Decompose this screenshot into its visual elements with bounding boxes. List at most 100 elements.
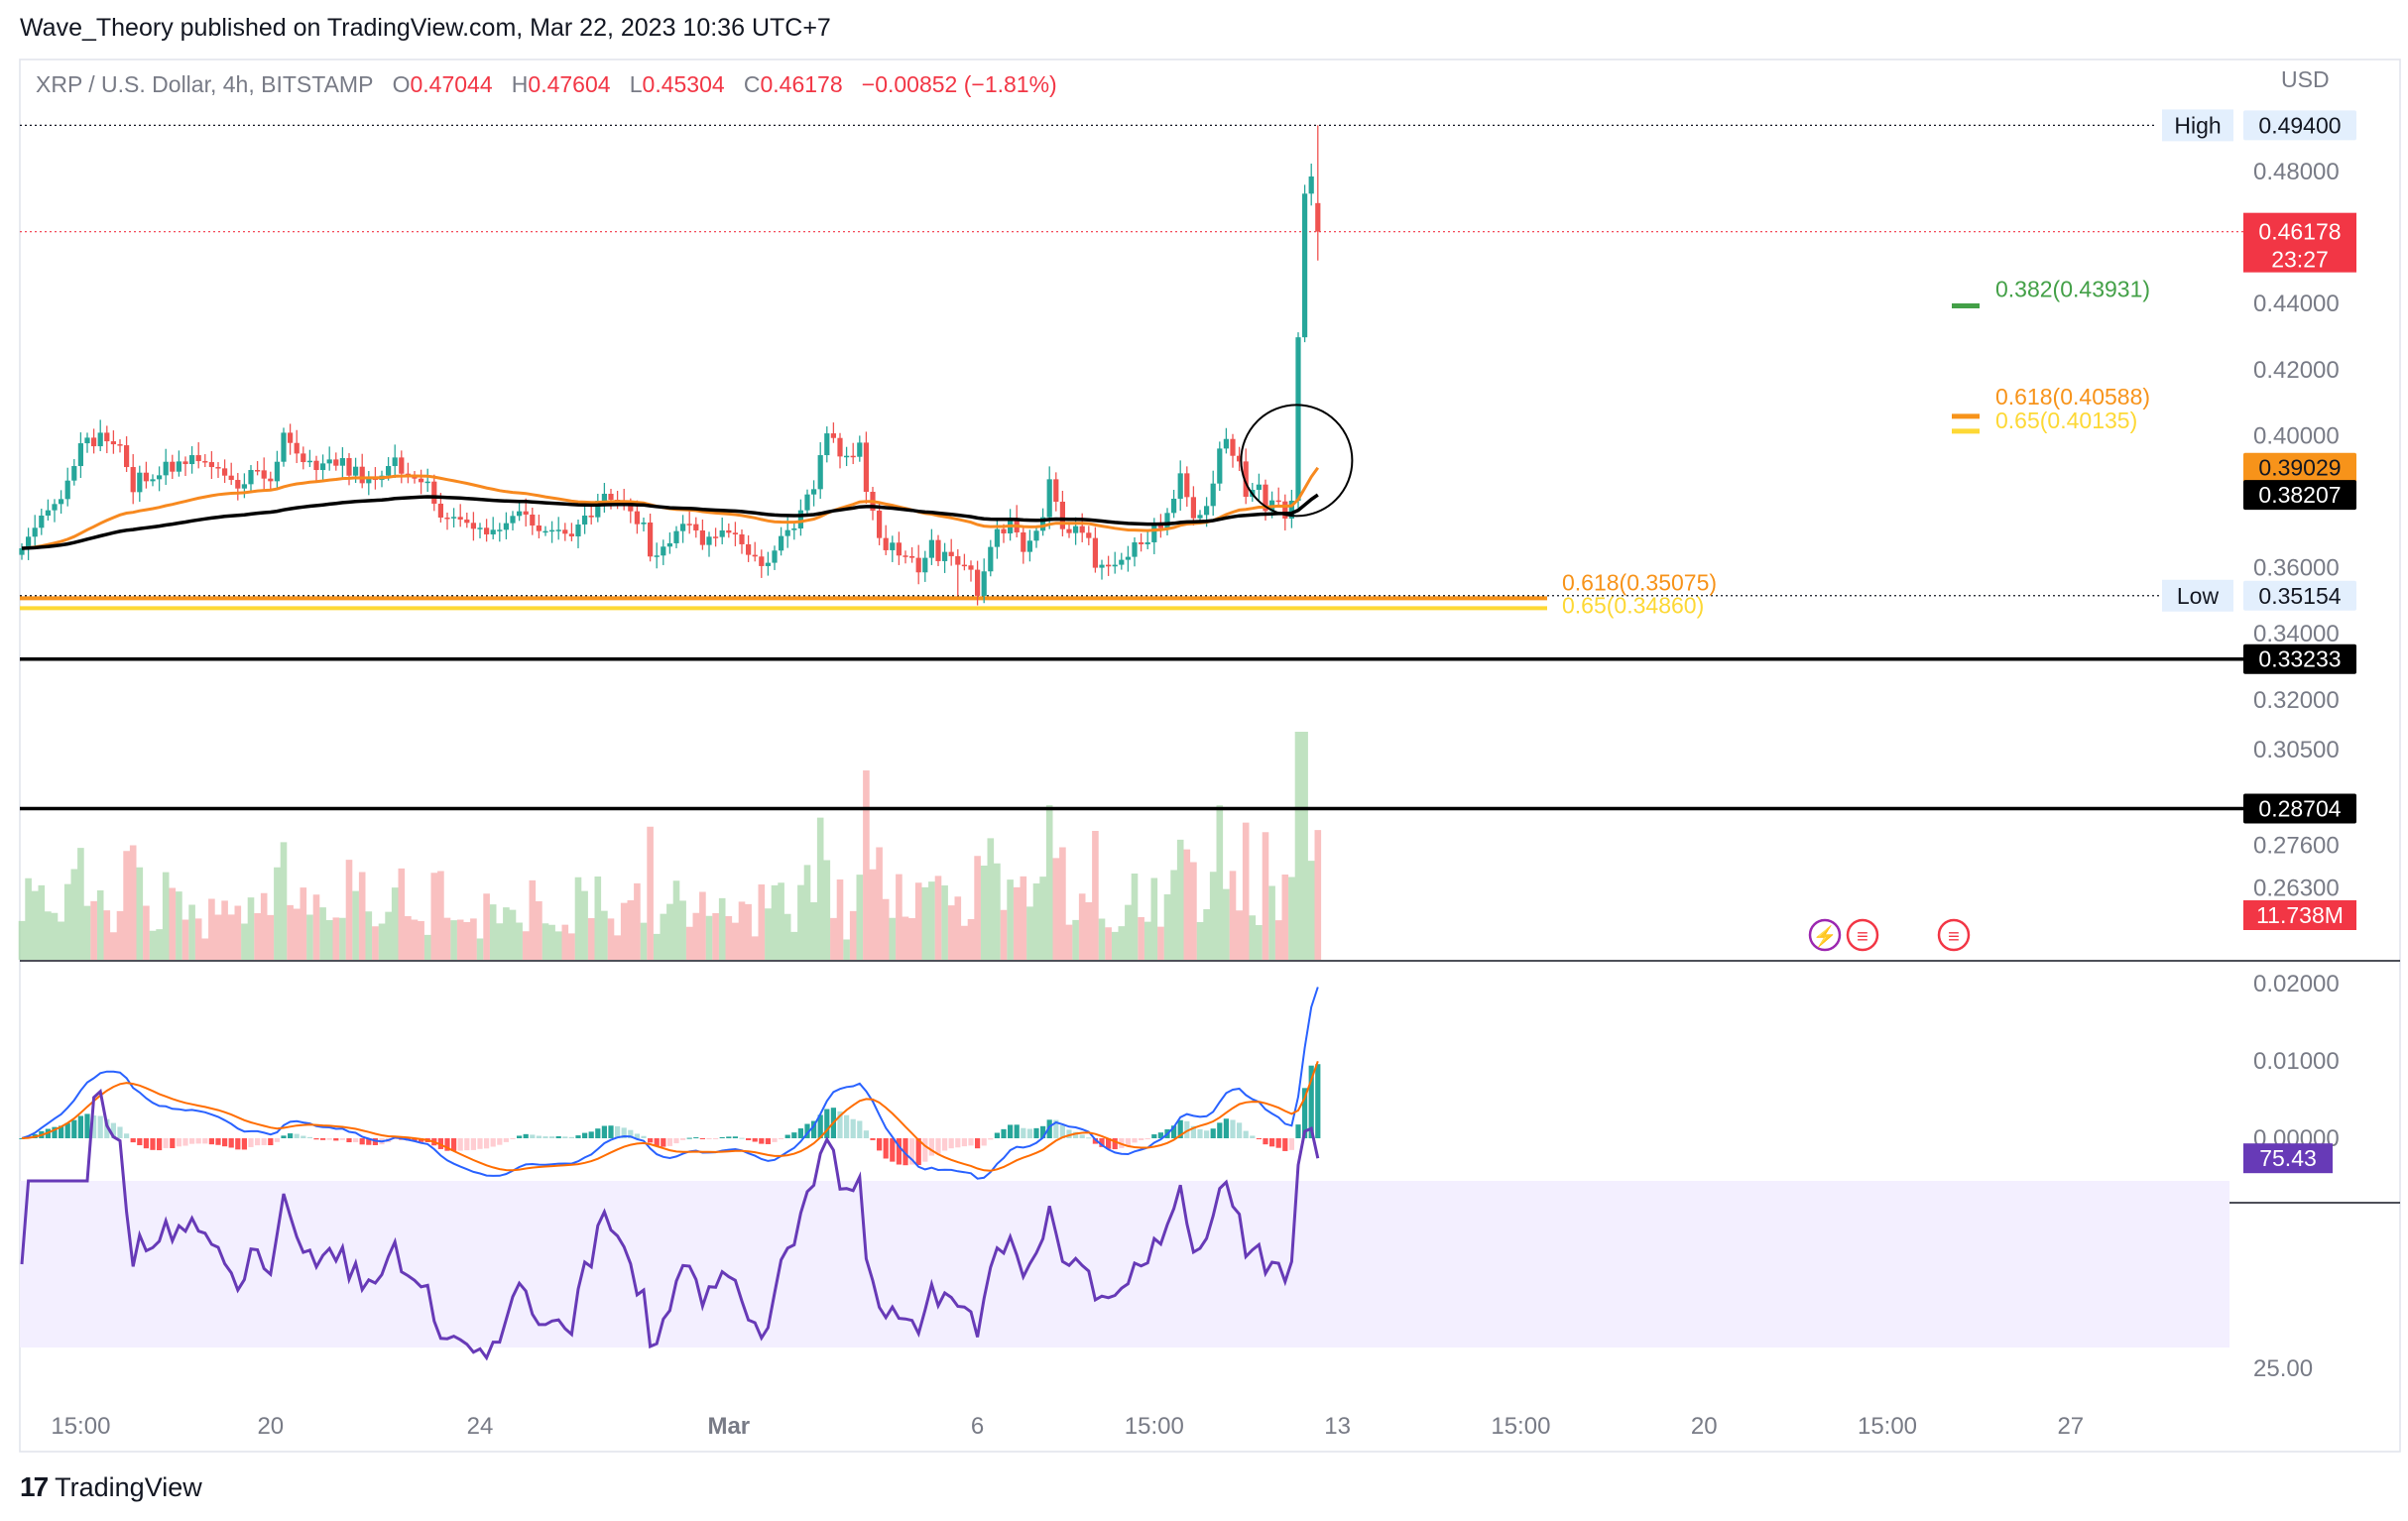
time-axis-tick: 15:00 xyxy=(1491,1413,1550,1440)
macd-histogram-bar xyxy=(523,1133,529,1138)
candle-body xyxy=(444,517,450,520)
ema-black-line xyxy=(21,493,1319,550)
candle-body xyxy=(935,539,941,561)
candle-body xyxy=(994,528,1000,547)
candle-body xyxy=(366,478,372,484)
macd-histogram-bar xyxy=(320,1138,326,1140)
candle-body xyxy=(490,529,496,534)
candle-body xyxy=(955,555,961,565)
candle-body xyxy=(59,499,64,505)
macd-histogram-bar xyxy=(693,1137,699,1139)
symbol-title[interactable]: XRP / U.S. Dollar, 4h, BITSTAMP xyxy=(36,71,374,97)
candle-body xyxy=(981,571,987,596)
macd-histogram-bar xyxy=(241,1138,247,1150)
candle-body xyxy=(837,437,843,457)
macd-histogram-bar xyxy=(306,1136,312,1138)
bar-countdown: 23:27 xyxy=(2271,247,2329,273)
candle-body xyxy=(1177,473,1183,500)
macd-histogram-bar xyxy=(1040,1125,1046,1138)
macd-histogram-bar xyxy=(517,1135,523,1138)
macd-histogram-bar xyxy=(837,1111,843,1138)
volume-tag-bg xyxy=(2243,900,2356,930)
macd-histogram-bar xyxy=(844,1114,850,1138)
time-axis-tick: 15:00 xyxy=(51,1413,110,1440)
candle-body xyxy=(1099,564,1105,568)
low-label-bg xyxy=(2162,579,2233,612)
macd-histogram-bar xyxy=(1073,1131,1079,1138)
macd-histogram-bar xyxy=(1282,1138,1288,1151)
open-label: O xyxy=(392,71,411,97)
candle-body xyxy=(804,494,810,511)
high-value-tag: 0.49400 xyxy=(2258,112,2341,138)
candle-body xyxy=(1308,176,1314,194)
candle-body xyxy=(26,536,32,548)
candle-body xyxy=(863,442,869,493)
event-icon xyxy=(1808,918,1842,952)
footer-brand[interactable]: TradingView xyxy=(55,1471,202,1502)
candle-body xyxy=(517,511,523,517)
macd-histogram-bar xyxy=(562,1136,568,1138)
candle-body xyxy=(424,481,430,484)
macd-histogram-bar xyxy=(1139,1138,1144,1141)
macd-histogram-bar xyxy=(1066,1129,1072,1138)
macd-histogram-bar xyxy=(732,1136,738,1138)
candle-body xyxy=(19,547,25,555)
macd-histogram-bar xyxy=(877,1138,883,1151)
macd-histogram-bar xyxy=(713,1138,719,1139)
candle-body xyxy=(896,542,902,556)
candle-body xyxy=(575,524,581,536)
macd-histogram-bar xyxy=(634,1133,640,1138)
candle-body xyxy=(779,535,784,551)
price-axis-tick: 0.40000 xyxy=(2253,422,2340,449)
macd-histogram-bar xyxy=(1079,1134,1085,1138)
candle-body xyxy=(1184,473,1190,498)
macd-histogram-bar xyxy=(746,1138,752,1141)
macd-histogram-bar xyxy=(935,1138,941,1154)
macd-histogram-bar xyxy=(915,1138,921,1166)
high-value-tag-bg xyxy=(2243,110,2356,141)
macd-histogram-bar xyxy=(333,1138,339,1141)
macd-histogram-bar xyxy=(52,1126,58,1138)
candle-body xyxy=(968,565,974,570)
candle-body xyxy=(850,455,856,458)
time-axis-tick: 24 xyxy=(467,1413,494,1440)
macd-histogram-bar xyxy=(648,1138,654,1143)
price-axis-tick: 0.48000 xyxy=(2253,159,2340,185)
candle-body xyxy=(1119,559,1125,565)
candle-body xyxy=(1295,337,1301,502)
time-axis-tick: 15:00 xyxy=(1858,1413,1917,1440)
low-value-tag: 0.35154 xyxy=(2258,583,2341,609)
candle-body xyxy=(555,529,561,531)
macd-histogram-bar xyxy=(97,1115,103,1138)
macd-histogram-bar xyxy=(301,1135,306,1138)
candle-body xyxy=(536,525,542,531)
macd-histogram-bar xyxy=(1086,1137,1092,1139)
fib-label: 0.618(0.40588) xyxy=(1995,384,2150,410)
candle-body xyxy=(784,529,790,536)
footer: 17 TradingView xyxy=(20,1471,202,1503)
macd-histogram-bar xyxy=(359,1138,365,1145)
candle-body xyxy=(261,470,267,479)
candle-body xyxy=(1237,455,1243,462)
macd-histogram-bar xyxy=(615,1125,621,1138)
candle-body xyxy=(628,505,634,512)
macd-histogram-bar xyxy=(811,1120,817,1138)
macd-histogram-bar xyxy=(1008,1124,1014,1138)
macd-histogram-bar xyxy=(274,1138,280,1142)
candle-body xyxy=(1171,499,1177,514)
candle-body xyxy=(1079,526,1085,533)
macd-histogram-bar xyxy=(281,1135,287,1138)
macd-histogram-bar xyxy=(1014,1124,1020,1138)
candle-body xyxy=(170,461,176,472)
candle-body xyxy=(680,524,686,531)
candle-body xyxy=(301,453,306,463)
currency-label: USD xyxy=(2281,66,2330,92)
candle-body xyxy=(268,478,274,482)
macd-histogram-bar xyxy=(739,1137,745,1139)
candle-body xyxy=(1040,517,1046,531)
fib-label: 0.65(0.40135) xyxy=(1995,408,2137,433)
breakout-circle-annotation xyxy=(1240,404,1354,518)
macd-histogram-bar xyxy=(975,1138,981,1149)
macd-histogram-bar xyxy=(510,1138,516,1139)
